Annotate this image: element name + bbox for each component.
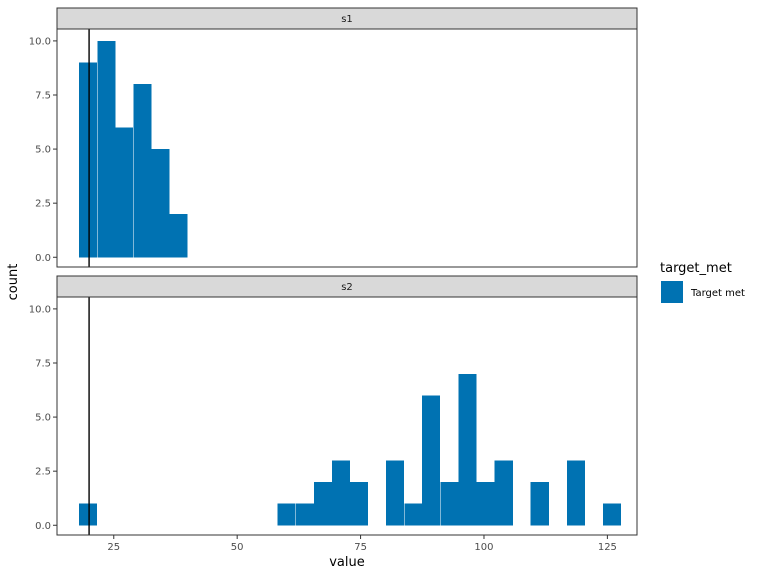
- facet-panel-s2: s2 0.0 2.5 5.0 7.5 10.0: [29, 275, 638, 536]
- facet-panel-s1: s1 0.0 2.5 5.0 7.5 10.0: [29, 7, 638, 268]
- histogram-bar: [494, 460, 513, 526]
- facet-panels: s1 0.0 2.5 5.0 7.5 10.0 s2 0.0 2.5 5.0 7.5 10.0: [29, 7, 638, 536]
- histogram-bar: [133, 84, 152, 258]
- y-tick-label: 10.0: [29, 304, 51, 315]
- legend-key: [661, 281, 683, 303]
- panel-border: [56, 296, 638, 536]
- histogram-bar: [97, 40, 116, 258]
- histogram-bar: [440, 481, 459, 526]
- y-axis-title: count: [6, 264, 21, 301]
- y-tick-label: 5.0: [35, 413, 51, 424]
- panel-border: [56, 28, 638, 268]
- y-tick-label: 7.5: [35, 358, 51, 369]
- histogram-bar: [115, 127, 134, 258]
- x-axis-title: value: [329, 555, 365, 570]
- histogram-bar: [386, 460, 405, 526]
- histogram-bar: [331, 460, 350, 526]
- histogram-bar: [404, 503, 423, 526]
- histogram-bar: [79, 503, 98, 526]
- y-tick-label: 0.0: [35, 521, 51, 532]
- histogram-bar: [422, 395, 441, 526]
- histogram-bar: [476, 481, 495, 526]
- x-axis: 25 50 75 100 125: [107, 535, 617, 553]
- y-tick-label: 10.0: [29, 36, 51, 47]
- x-tick-label: 125: [598, 542, 617, 553]
- x-tick-label: 25: [107, 542, 120, 553]
- histogram-bar: [151, 149, 170, 258]
- histogram-bar: [277, 503, 296, 526]
- x-tick-label: 75: [354, 542, 367, 553]
- histogram-bar: [530, 481, 549, 526]
- y-tick-label: 5.0: [35, 145, 51, 156]
- y-tick-label: 2.5: [35, 467, 51, 478]
- facet-strip-label: s2: [341, 282, 353, 293]
- y-tick-label: 0.0: [35, 253, 51, 264]
- legend-label: Target met: [690, 288, 745, 299]
- histogram-bar: [566, 460, 585, 526]
- histogram-bar: [602, 503, 621, 526]
- histogram-bar: [458, 373, 477, 526]
- y-tick-label: 2.5: [35, 199, 51, 210]
- legend: target_met Target met: [660, 261, 745, 303]
- histogram-bar: [169, 213, 188, 258]
- histogram-bar: [314, 481, 333, 526]
- x-tick-label: 50: [231, 542, 244, 553]
- y-tick-label: 7.5: [35, 90, 51, 101]
- facet-strip-label: s1: [341, 14, 353, 25]
- x-tick-label: 100: [474, 542, 493, 553]
- histogram-bar: [79, 62, 98, 258]
- histogram-bar: [295, 503, 314, 526]
- legend-title: target_met: [660, 261, 732, 276]
- histogram-bar: [350, 481, 369, 526]
